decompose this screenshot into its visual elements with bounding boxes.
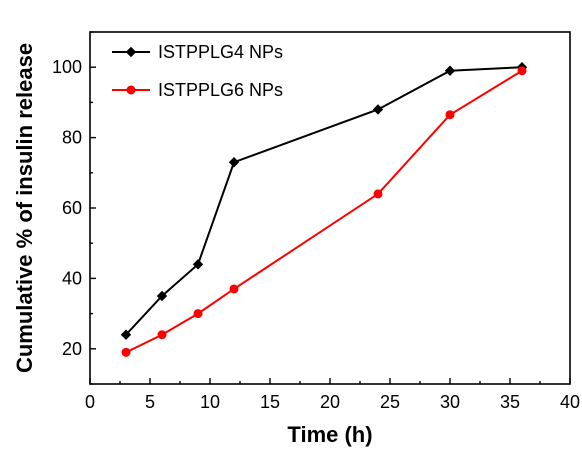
- data-point: [156, 290, 168, 302]
- data-point: [373, 189, 383, 199]
- y-tick-label: 40: [62, 268, 82, 288]
- series-line: [125, 69, 523, 354]
- legend-marker: [125, 46, 137, 58]
- legend-marker: [126, 85, 136, 95]
- y-tick-label: 100: [52, 57, 82, 77]
- data-point: [157, 330, 167, 340]
- x-tick-label: 40: [560, 392, 580, 412]
- data-point: [229, 284, 239, 294]
- legend-label: ISTPPLG4 NPs: [158, 42, 283, 62]
- legend: ISTPPLG4 NPs ISTPPLG6 NPs: [112, 42, 283, 100]
- data-point: [192, 259, 204, 270]
- x-tick-label: 0: [85, 392, 95, 412]
- data-point: [193, 309, 203, 319]
- y-tick-label: 60: [62, 198, 82, 218]
- x-tick-label: 30: [440, 392, 460, 412]
- data-point: [445, 110, 455, 120]
- x-tick-label: 15: [260, 392, 280, 412]
- y-tick-label: 20: [62, 339, 82, 359]
- x-tick-label: 25: [380, 392, 400, 412]
- data-point: [444, 65, 456, 76]
- y-tick-label: 80: [62, 128, 82, 148]
- data-point: [517, 66, 527, 76]
- data-point: [228, 157, 240, 168]
- series-2: [121, 66, 527, 357]
- data-point: [120, 329, 132, 340]
- data-point: [121, 347, 131, 357]
- y-axis: 20 40 60 80 100: [52, 31, 96, 385]
- x-tick-label: 5: [145, 392, 155, 412]
- series-layer: [120, 62, 528, 357]
- x-axis: 0 5 10 15 20 25 30 35 40: [85, 378, 580, 412]
- data-point: [372, 104, 384, 115]
- x-tick-label: 10: [200, 392, 220, 412]
- legend-label: ISTPPLG6 NPs: [158, 80, 283, 100]
- y-axis-title: Cumulative % of insulin release: [12, 43, 37, 373]
- x-tick-label: 20: [320, 392, 340, 412]
- x-axis-title: Time (h): [287, 422, 372, 447]
- x-tick-label: 35: [500, 392, 520, 412]
